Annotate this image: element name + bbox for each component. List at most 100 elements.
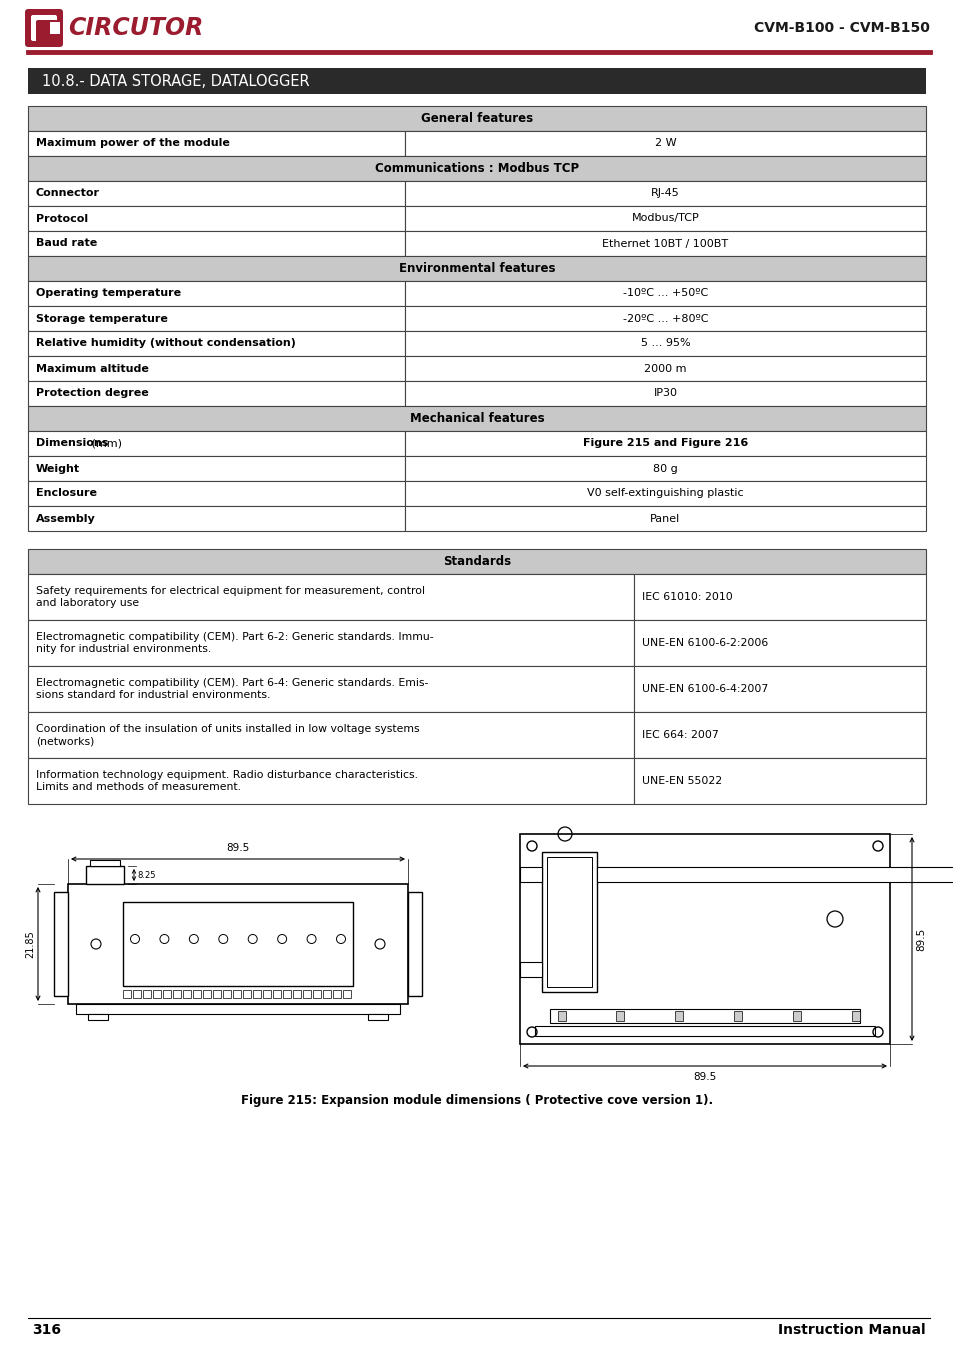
Bar bbox=[28, 456, 405, 481]
Text: Assembly: Assembly bbox=[36, 513, 95, 524]
Bar bbox=[28, 181, 405, 207]
Text: Baud rate: Baud rate bbox=[36, 239, 97, 248]
Bar bbox=[405, 207, 925, 231]
Bar bbox=[28, 711, 634, 757]
Bar bbox=[223, 990, 231, 998]
Text: V0 self-extinguishing plastic: V0 self-extinguishing plastic bbox=[587, 489, 743, 498]
Bar bbox=[28, 281, 405, 306]
Bar bbox=[368, 1014, 388, 1021]
Bar bbox=[541, 852, 597, 992]
Bar bbox=[28, 666, 634, 711]
Bar bbox=[28, 549, 925, 574]
Bar bbox=[28, 107, 925, 131]
Text: Ethernet 10BT / 100BT: Ethernet 10BT / 100BT bbox=[601, 239, 728, 248]
Text: 21.85: 21.85 bbox=[25, 930, 35, 958]
Text: Relative humidity (without condensation): Relative humidity (without condensation) bbox=[36, 339, 295, 348]
Bar bbox=[193, 990, 201, 998]
Text: Panel: Panel bbox=[650, 513, 679, 524]
Text: Instruction Manual: Instruction Manual bbox=[778, 1323, 925, 1336]
Bar bbox=[243, 990, 251, 998]
Text: RJ-45: RJ-45 bbox=[651, 189, 679, 198]
Bar bbox=[405, 456, 925, 481]
Bar bbox=[132, 990, 141, 998]
Bar bbox=[333, 990, 340, 998]
Text: Mechanical features: Mechanical features bbox=[409, 412, 544, 425]
Bar bbox=[313, 990, 320, 998]
Bar bbox=[405, 331, 925, 356]
Text: Protection degree: Protection degree bbox=[36, 389, 149, 398]
Bar bbox=[405, 431, 925, 456]
Bar bbox=[152, 990, 161, 998]
Bar bbox=[293, 990, 301, 998]
Text: (mm): (mm) bbox=[88, 439, 122, 448]
Bar bbox=[123, 902, 353, 986]
Bar bbox=[28, 757, 634, 805]
Bar bbox=[28, 481, 405, 506]
Bar bbox=[88, 1014, 108, 1021]
Bar bbox=[535, 1026, 874, 1035]
Bar bbox=[408, 892, 421, 996]
Text: 2000 m: 2000 m bbox=[643, 363, 686, 374]
Text: Operating temperature: Operating temperature bbox=[36, 289, 181, 298]
Bar bbox=[273, 990, 281, 998]
Bar bbox=[28, 406, 925, 431]
Bar bbox=[28, 620, 634, 666]
Text: 316: 316 bbox=[32, 1323, 61, 1336]
Bar bbox=[733, 1011, 741, 1021]
Text: 80 g: 80 g bbox=[653, 463, 678, 474]
Bar bbox=[253, 990, 261, 998]
Text: 8.25: 8.25 bbox=[137, 871, 155, 879]
Bar bbox=[28, 431, 405, 456]
Text: Figure 215 and Figure 216: Figure 215 and Figure 216 bbox=[582, 439, 747, 448]
Bar bbox=[76, 1004, 399, 1014]
Bar bbox=[519, 867, 541, 882]
Bar bbox=[50, 22, 60, 34]
Bar bbox=[405, 231, 925, 256]
Bar bbox=[634, 757, 925, 805]
Text: -10ºC ... +50ºC: -10ºC ... +50ºC bbox=[622, 289, 707, 298]
FancyBboxPatch shape bbox=[30, 15, 57, 40]
Bar bbox=[123, 990, 131, 998]
Text: Environmental features: Environmental features bbox=[398, 262, 555, 275]
Text: Electromagnetic compatibility (CEM). Part 6-4: Generic standards. Emis-
sions st: Electromagnetic compatibility (CEM). Par… bbox=[36, 678, 428, 701]
Bar bbox=[28, 157, 925, 181]
Text: Connector: Connector bbox=[36, 189, 100, 198]
Bar bbox=[634, 574, 925, 620]
Text: Dimensions: Dimensions bbox=[36, 439, 109, 448]
Text: UNE-EN 55022: UNE-EN 55022 bbox=[641, 776, 721, 786]
Text: Maximum altitude: Maximum altitude bbox=[36, 363, 149, 374]
Bar bbox=[634, 711, 925, 757]
Bar bbox=[597, 867, 953, 882]
Bar bbox=[68, 884, 408, 1004]
Bar bbox=[28, 306, 405, 331]
Bar bbox=[54, 892, 68, 996]
Bar bbox=[90, 860, 120, 865]
Text: 89.5: 89.5 bbox=[915, 927, 925, 950]
FancyBboxPatch shape bbox=[25, 9, 63, 47]
Bar bbox=[405, 306, 925, 331]
Bar bbox=[203, 990, 211, 998]
Text: Storage temperature: Storage temperature bbox=[36, 313, 168, 324]
Text: 5 ... 95%: 5 ... 95% bbox=[640, 339, 690, 348]
Text: Maximum power of the module: Maximum power of the module bbox=[36, 139, 230, 148]
Bar bbox=[183, 990, 191, 998]
Bar bbox=[675, 1011, 682, 1021]
Bar bbox=[163, 990, 171, 998]
Bar bbox=[28, 381, 405, 406]
Bar bbox=[28, 506, 405, 531]
Text: 2 W: 2 W bbox=[654, 139, 676, 148]
Bar bbox=[28, 331, 405, 356]
Bar bbox=[616, 1011, 623, 1021]
Text: General features: General features bbox=[420, 112, 533, 126]
Bar bbox=[634, 666, 925, 711]
Bar bbox=[519, 834, 889, 1044]
Bar bbox=[213, 990, 221, 998]
Text: Communications : Modbus TCP: Communications : Modbus TCP bbox=[375, 162, 578, 176]
Text: Figure 215: Expansion module dimensions ( Protective cove version 1).: Figure 215: Expansion module dimensions … bbox=[241, 1094, 712, 1107]
Bar bbox=[28, 574, 634, 620]
Bar bbox=[405, 131, 925, 157]
Text: 89.5: 89.5 bbox=[693, 1072, 716, 1081]
Bar bbox=[546, 857, 592, 987]
Bar bbox=[550, 1008, 859, 1023]
Bar bbox=[233, 990, 241, 998]
